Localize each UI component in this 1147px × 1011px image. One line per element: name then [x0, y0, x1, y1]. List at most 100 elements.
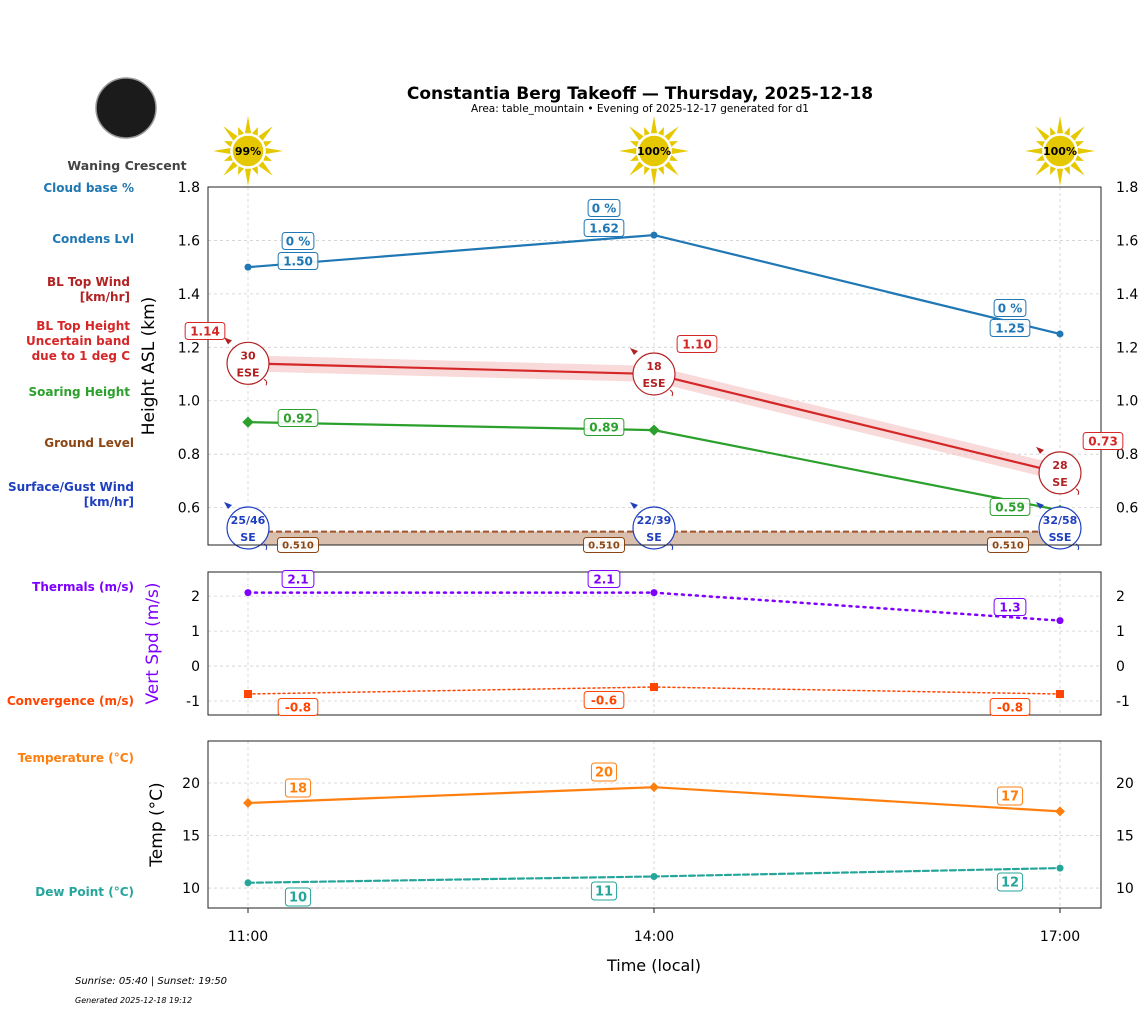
dew_point-marker: [650, 872, 658, 880]
label-ground: Ground Level: [44, 436, 134, 450]
moon-phase-label: Waning Crescent: [67, 158, 186, 173]
dew_point-value-label: 10: [284, 887, 312, 907]
y-tick-label-right: 0: [1116, 659, 1125, 675]
sun-percent: 100%: [1043, 145, 1077, 158]
surface-wind-indicator: 25/46 SE: [224, 502, 270, 551]
bl_top-value-label: 0.73: [1082, 432, 1124, 450]
soaring-marker: [242, 416, 254, 428]
thermals-value-label: 1.3: [993, 598, 1027, 616]
convergence-value-label-text: -0.8: [285, 700, 311, 714]
convergence-value-label: -0.6: [583, 691, 625, 709]
wind-arrow-icon: [1036, 446, 1044, 454]
y-tick-label-right: 1.8: [1116, 180, 1138, 196]
dew_point-value-label: 12: [996, 872, 1024, 892]
cloud-base-pct-label-box: [587, 199, 621, 217]
y-tick-label: 0: [191, 659, 200, 675]
ground-value-label-text: 0.510: [992, 541, 1024, 552]
sun-icon: 100%: [619, 116, 689, 186]
temperature-value-label-text: 17: [1001, 790, 1019, 805]
soaring-value-label-text: 0.92: [283, 411, 313, 425]
y-tick-label: 1.0: [178, 394, 200, 410]
label-bl-height-3: due to 1 deg C: [32, 349, 131, 363]
thermals-value-label: 2.1: [587, 570, 621, 588]
label-bl-wind-1: BL Top Wind: [47, 275, 130, 289]
condens-value-label-text: 1.62: [589, 221, 619, 235]
label-soaring: Soaring Height: [29, 385, 131, 399]
x-tick-label: 17:00: [1040, 929, 1080, 945]
bl-wind-indicator: 28 SE: [1036, 446, 1082, 496]
thermals-value-label-box: [587, 570, 621, 588]
wind-tail-icon: [1075, 488, 1080, 496]
temperature-value-label: 18: [284, 778, 312, 798]
surface-wind-indicator: 22/39 SE: [630, 502, 676, 551]
wind-speed: 18: [646, 360, 661, 373]
dew_point-value-label-box: [590, 881, 618, 901]
label-bl-wind-2: [km/hr]: [80, 290, 130, 304]
plot-frame: [207, 186, 1102, 546]
cloud-base-pct-label-text: 0 %: [998, 301, 1023, 315]
surface-wind-indicator-circle: [226, 506, 270, 550]
y-tick-label-right: 15: [1116, 829, 1134, 845]
x-tick-label: 11:00: [228, 929, 268, 945]
label-cloud-base: Cloud base %: [43, 181, 134, 195]
surface-wind-indicator-circle: [632, 506, 676, 550]
convergence-value-label-box: [583, 691, 625, 709]
wind-direction: SSE: [1049, 531, 1072, 544]
wind-direction: ESE: [237, 366, 260, 379]
dew_point-value-label-text: 10: [289, 891, 307, 906]
y-tick-label: 1: [191, 624, 200, 640]
ground-value-label-text: 0.510: [282, 541, 314, 552]
temperature-value-label-text: 18: [289, 782, 307, 797]
label-surface-wind-2: [km/hr]: [84, 495, 134, 509]
label-dew-point: Dew Point (°C): [35, 885, 134, 899]
generated-time: Generated 2025-12-18 19:12: [75, 996, 192, 1005]
condens-marker: [650, 231, 658, 239]
condens-value-label-text: 1.50: [283, 254, 313, 268]
y-tick-label: 15: [182, 829, 200, 845]
thermals-value-label: 2.1: [281, 570, 315, 588]
dew_point-value-label-box: [284, 887, 312, 907]
ground-value-label-box: [583, 537, 625, 553]
wind-arrow-icon: [1036, 502, 1044, 509]
thermals-value-label-box: [993, 598, 1027, 616]
chart-title: Constantia Berg Takeoff — Thursday, 2025…: [407, 84, 873, 104]
y-tick-label-right: 1.4: [1116, 287, 1138, 303]
wind-arrow-icon: [630, 502, 638, 509]
ground-value-label-box: [277, 537, 319, 553]
y-tick-label: 1.8: [178, 180, 200, 196]
y-tick-label-right: 1.0: [1116, 394, 1138, 410]
bl_top-value-label: 1.10: [676, 335, 718, 353]
soaring-value-label: 0.59: [989, 498, 1031, 516]
y-tick-label: 0.6: [178, 501, 200, 517]
label-bl-height-2: Uncertain band: [26, 334, 130, 348]
dew_point-value-label-box: [996, 872, 1024, 892]
condens-value-label-text: 1.25: [995, 321, 1025, 335]
wind-tail-icon: [263, 378, 268, 386]
y-tick-label-right: 20: [1116, 776, 1134, 792]
moon-icon: [95, 77, 157, 139]
sun-disc: [231, 134, 265, 168]
y-tick-label: 1.6: [178, 233, 200, 249]
label-bl-height-1: BL Top Height: [36, 319, 130, 333]
condens-marker: [1056, 330, 1064, 338]
wind-arrow-icon: [224, 502, 232, 509]
label-convergence: Convergence (m/s): [7, 694, 134, 708]
temperature-marker: [649, 782, 659, 793]
temperature-value-label-box: [284, 778, 312, 798]
dew_point-value-label-text: 11: [595, 885, 613, 900]
bl_top-value-label-text: 1.14: [190, 324, 220, 338]
wind-speed: 25/46: [231, 514, 266, 527]
sun-percent: 99%: [235, 145, 261, 158]
wind-tail-icon: [669, 389, 674, 397]
soaring-value-label-box: [583, 418, 625, 436]
y-axis-label: Temp (°C): [147, 782, 167, 867]
cloud-base-pct-label: 0 %: [993, 299, 1027, 317]
temperature-marker: [243, 798, 253, 808]
plot-frame: [207, 740, 1102, 909]
temperature-value-label-text: 20: [595, 766, 613, 781]
y-tick-label-right: 1: [1116, 624, 1125, 640]
ground-value-label: 0.510: [277, 537, 319, 553]
soaring-value-label-box: [277, 409, 319, 427]
wind-speed: 22/39: [637, 514, 672, 527]
x-axis-label: Time (local): [606, 956, 701, 975]
